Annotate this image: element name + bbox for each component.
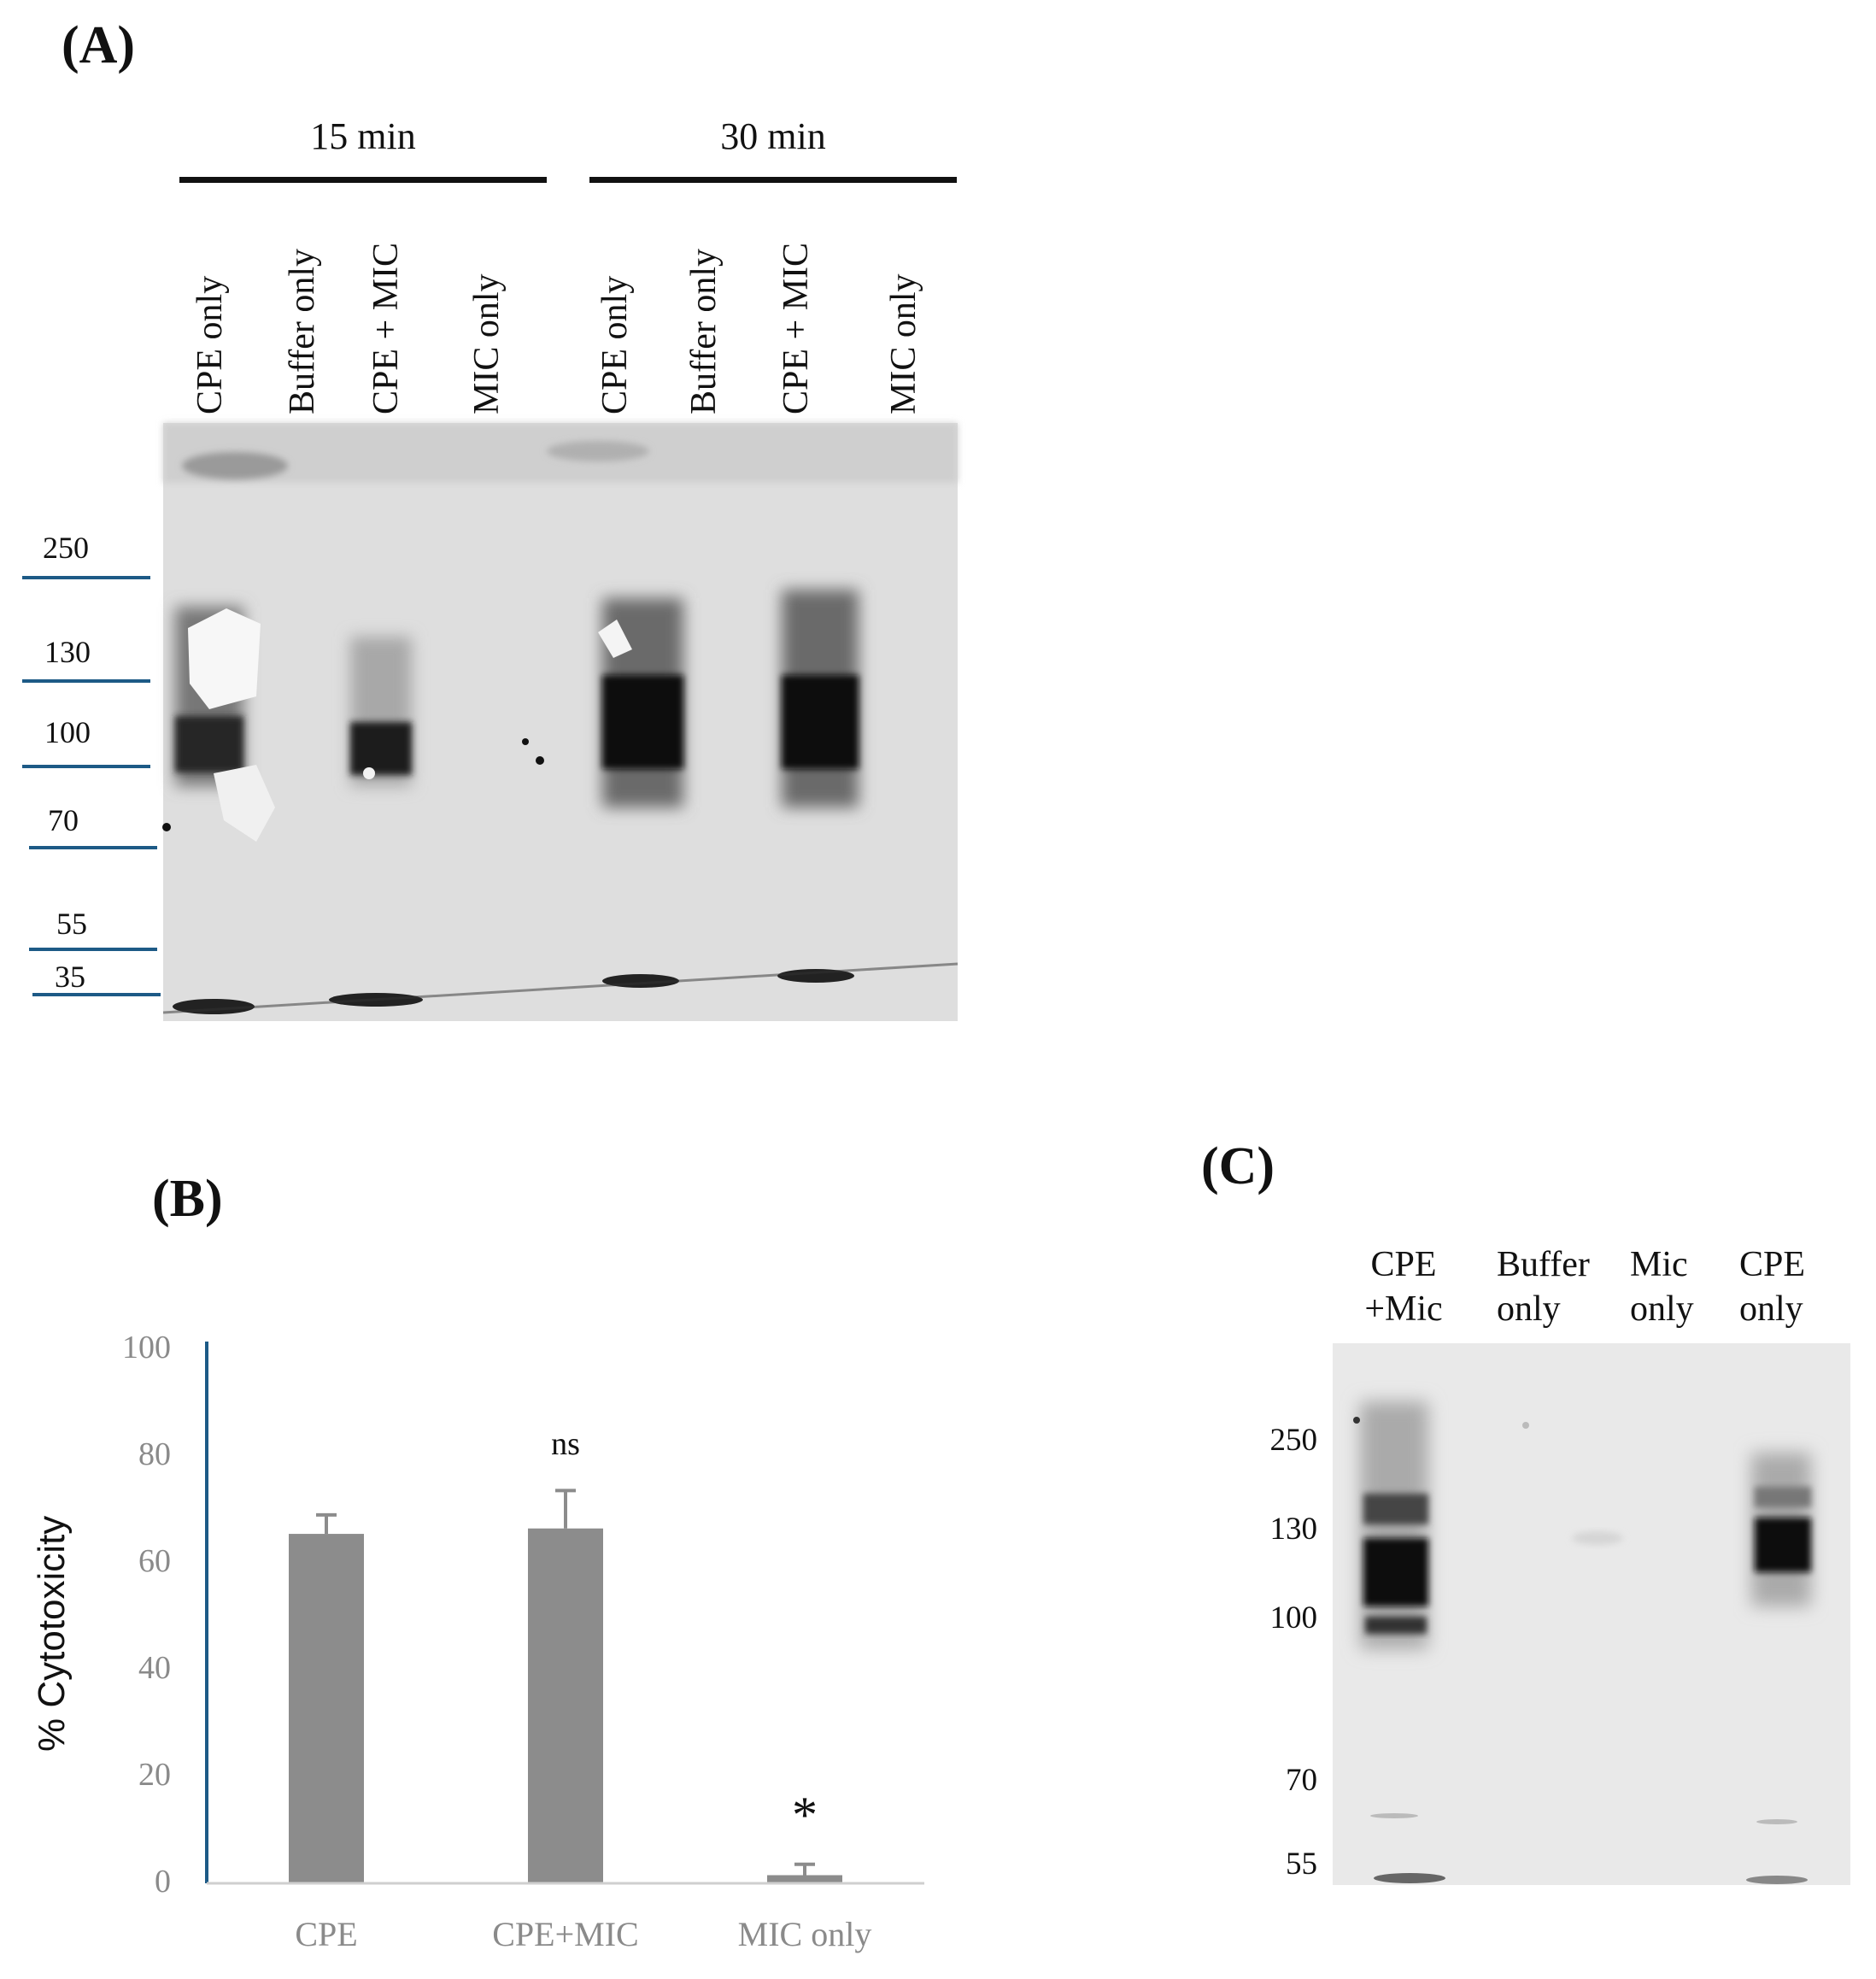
lane-header: Buffer only [1497,1242,1590,1331]
group-bar-15min [179,177,547,183]
lane-header-line1: CPE [1370,1245,1437,1284]
mw-marker-label: 70 [1286,1763,1317,1798]
mw-marker-line [29,948,157,951]
mw-marker-label: 250 [43,531,89,565]
lane-header: Mic only [1630,1242,1694,1331]
y-tick-label: 20 [138,1757,171,1793]
mw-marker-label: 55 [1286,1847,1317,1882]
mw-marker-line [29,846,157,849]
lane-header: CPE only [1739,1242,1805,1331]
group-label-30min: 30 min [720,115,826,157]
bar [528,1528,603,1883]
bar [289,1534,364,1883]
significance-annotation-ns: ns [551,1426,580,1462]
lane-header: CPE +Mic [1357,1242,1451,1331]
lane-header-line1: CPE [1739,1245,1806,1284]
y-tick-label: 0 [155,1864,171,1900]
mw-marker-label: 55 [56,907,87,941]
mw-marker-label: 35 [55,960,85,994]
panel-a-label: (A) [62,16,136,74]
bar [767,1875,842,1883]
mw-marker-line [22,765,150,768]
significance-annotation-star: * [792,1787,818,1843]
mw-marker-label: 100 [44,715,91,749]
group-label-15min: 15 min [310,115,416,157]
mw-marker-label: 130 [44,635,91,669]
mw-marker-label: 250 [1269,1423,1318,1458]
lane-header-line2: only [1497,1289,1561,1329]
group-bar-30min [589,177,957,183]
lane-header-line1: Mic [1630,1245,1688,1284]
lane-header-line2: only [1739,1289,1803,1329]
x-category-label: CPE [295,1915,358,1953]
y-tick-label: 100 [122,1330,171,1365]
y-tick-label: 40 [138,1650,171,1686]
panel-b-label: (B) [152,1170,223,1228]
panel-c-label: (C) [1201,1137,1275,1195]
mw-marker-label: 70 [48,803,79,837]
y-tick-label: 60 [138,1543,171,1579]
x-category-label: CPE+MIC [492,1915,639,1953]
mw-marker-label: 100 [1269,1600,1318,1635]
mw-marker-label: 130 [1269,1512,1318,1547]
mw-marker-line [32,993,161,996]
y-tick-label: 80 [138,1436,171,1472]
mw-marker-line [22,576,150,579]
x-category-label: MIC only [737,1915,872,1953]
mw-marker-line [22,679,150,683]
lane-header-line2: only [1630,1289,1694,1329]
lane-header-line2: +Mic [1364,1289,1443,1329]
lane-header-line1: Buffer [1497,1245,1590,1284]
